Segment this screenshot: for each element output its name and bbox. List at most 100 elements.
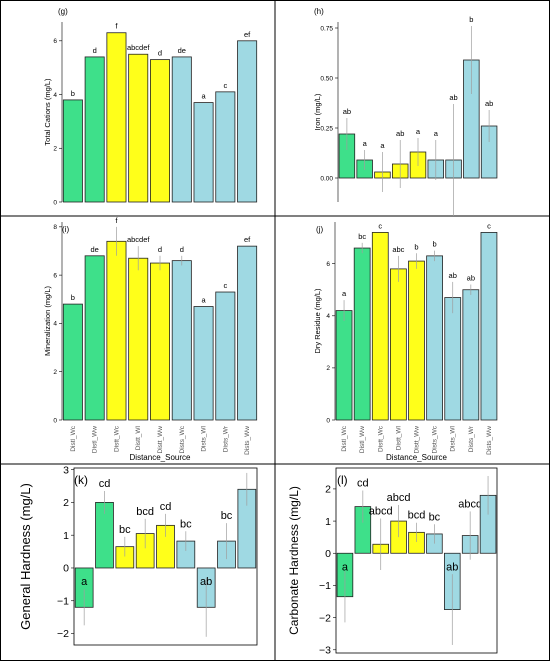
bar	[353, 247, 371, 421]
significance-letter: abcdef	[127, 235, 150, 244]
bar	[193, 102, 214, 203]
significance-letter: bcd	[136, 506, 154, 518]
x-tick-label: Dists_Wl	[450, 425, 457, 451]
significance-letter: a	[81, 576, 88, 588]
x-tick-label: Dists_Wl	[201, 425, 208, 451]
panel-label: (g)	[58, 7, 68, 16]
significance-letter: b	[469, 15, 473, 24]
y-axis-label: Total Cations (mg/L)	[43, 78, 52, 146]
x-tick-label: Dists_Wc	[432, 425, 439, 453]
y-tick-label: 4	[326, 313, 330, 320]
y-tick-label: 0	[63, 563, 69, 575]
bar	[426, 255, 443, 421]
y-axis-label: Carbonate Hardness (mg/L)	[287, 486, 301, 635]
significance-letter: abcdef	[127, 43, 150, 52]
x-tick-label: Distl_Wc	[70, 425, 77, 451]
significance-letter: b	[71, 89, 75, 98]
y-tick-label: 0	[325, 548, 331, 560]
y-tick-label: −1	[319, 580, 331, 592]
y-tick-label: 2	[53, 369, 57, 376]
bar	[371, 232, 389, 421]
significance-letter: a	[342, 289, 347, 298]
significance-letter: ab	[200, 576, 212, 588]
y-tick-label: 6	[326, 261, 330, 268]
significance-letter: b	[71, 293, 75, 302]
y-tick-label: 2	[53, 146, 57, 153]
bar	[480, 232, 498, 421]
panel-label: (j)	[316, 225, 323, 234]
x-tick-label: Distt_Ww	[414, 426, 421, 454]
y-tick-label: −2	[319, 612, 331, 624]
significance-letter: bcd	[408, 510, 426, 522]
chart-panel-j: (j)Dry Residue (mg/L)0246aDistl_WcbcDist…	[313, 221, 498, 462]
significance-letter: cd	[99, 478, 111, 490]
significance-letter: a	[416, 127, 421, 136]
x-tick-label: Dists_Ww	[244, 426, 251, 455]
x-tick-label: Dists_Wr	[468, 425, 475, 452]
bar	[128, 53, 149, 203]
significance-letter: a	[342, 561, 349, 573]
significance-letter: a	[434, 129, 439, 138]
significance-letter: d	[158, 49, 162, 58]
bar	[215, 91, 236, 203]
significance-letter: ab	[449, 271, 457, 280]
bar	[128, 257, 149, 421]
x-tick-label: Dists_Wr	[222, 425, 229, 452]
significance-letter: ab	[467, 274, 475, 283]
x-tick-label: Distt_Wc	[377, 425, 384, 452]
y-tick-label: 1	[63, 530, 69, 542]
significance-letter: bc	[429, 511, 441, 523]
significance-letter: a	[201, 296, 206, 305]
plot-frame	[73, 467, 258, 646]
y-tick-label: 0	[326, 417, 330, 424]
y-tick-label: 0	[53, 199, 57, 206]
x-axis-label: Distance_Source	[130, 453, 191, 462]
y-tick-label: 0.25	[320, 125, 333, 132]
panel-label: (i)	[62, 225, 69, 234]
significance-letter: d	[180, 245, 184, 254]
bar	[215, 291, 236, 421]
bar	[462, 289, 480, 421]
plot-frame	[335, 467, 498, 654]
significance-letter: ab	[485, 99, 493, 108]
significance-letter: b	[414, 242, 418, 251]
chart-panel-i: (i)Mineralization (mg/L)02468bDistl_Wcde…	[43, 216, 258, 462]
bar	[193, 306, 214, 421]
y-axis-label: Dry Residue (mg/L)	[313, 288, 322, 354]
significance-letter: c	[223, 281, 227, 290]
bar	[106, 32, 127, 203]
x-tick-label: Dists_Wc	[179, 425, 186, 453]
bar	[150, 59, 170, 203]
bar	[150, 262, 170, 421]
y-axis-label: Mineralization (mg/L)	[43, 285, 52, 356]
y-tick-label: −3	[319, 644, 331, 656]
y-axis-label: Iron (mg/L)	[313, 93, 322, 130]
chart-panel-k: (k)General Hardness (mg/L)−2−10123acdbcb…	[18, 464, 258, 646]
significance-letter: b	[433, 240, 437, 249]
significance-letter: bc	[358, 232, 366, 241]
significance-letter: ab	[449, 93, 457, 102]
significance-letter: a	[201, 92, 206, 101]
x-tick-label: Distt_Wl	[135, 425, 142, 450]
significance-letter: c	[223, 81, 227, 90]
y-tick-label: 3	[63, 464, 69, 476]
panel-label: (k)	[74, 473, 88, 487]
y-tick-label: 8	[53, 224, 57, 231]
bar	[84, 255, 105, 421]
y-tick-label: 2	[326, 365, 330, 372]
y-tick-label: 0.75	[320, 25, 333, 32]
x-tick-label: Distt_Wl	[395, 425, 402, 450]
chart-panel-l: (l) Carbonate Hardness (mg/L) −3 −2 −1 0 1 2 a cd…	[287, 467, 498, 656]
significance-letter: f	[115, 216, 118, 225]
significance-letter: abcd	[458, 498, 482, 510]
significance-letter: c	[487, 221, 491, 230]
bar	[444, 297, 462, 421]
significance-letter: d	[93, 46, 97, 55]
y-tick-label: 4	[53, 92, 57, 99]
bar	[335, 310, 353, 421]
y-tick-label: 4	[53, 321, 57, 328]
significance-letter: a	[380, 141, 385, 150]
chart-panel-h: (h) Iron (mg/L) 0.00 0.25 0.50 0.75 ab a a ab a a ab…	[313, 7, 498, 216]
x-tick-label: Distt_Ww	[157, 426, 164, 454]
significance-letter: cd	[160, 501, 172, 513]
